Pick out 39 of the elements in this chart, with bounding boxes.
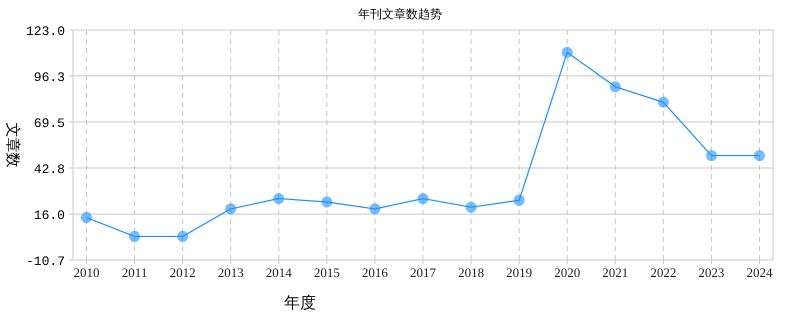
x-tick-label: 2014 <box>266 265 292 280</box>
x-tick-label: 2016 <box>362 265 388 280</box>
x-tick-label: 2011 <box>122 265 148 280</box>
y-tick-label: 123.0 <box>26 24 65 39</box>
point <box>129 230 140 242</box>
point <box>466 202 477 213</box>
point <box>562 46 573 58</box>
x-tick-label: 2019 <box>506 265 532 280</box>
x-tick-label: 2023 <box>698 265 724 280</box>
x-tick-label: 2024 <box>746 265 773 280</box>
point <box>321 196 332 208</box>
x-tick-label: 2021 <box>602 265 628 280</box>
point <box>81 212 92 224</box>
point <box>177 230 188 242</box>
y-tick-label: 16.0 <box>34 208 65 224</box>
point <box>273 193 284 204</box>
point <box>514 194 525 206</box>
point <box>754 150 765 162</box>
point <box>706 150 717 162</box>
chart-title: 年刊文章数趋势 <box>358 7 442 21</box>
x-tick-label: 2018 <box>458 265 484 280</box>
y-tick-label: 69.5 <box>34 116 65 132</box>
x-tick-label: 2022 <box>650 265 676 280</box>
point <box>658 96 669 108</box>
x-tick-label: 2013 <box>218 265 244 280</box>
y-tick-label: 96.3 <box>34 70 65 85</box>
point <box>418 193 428 204</box>
point <box>369 203 380 214</box>
x-tick-label: 2020 <box>554 265 580 280</box>
y-tick-label: 42.8 <box>34 162 65 177</box>
x-tick-label: 2015 <box>314 265 340 280</box>
x-tick-label: 2010 <box>74 265 100 280</box>
x-axis-title: 年度 <box>284 293 316 312</box>
y-axis-title: 文章数 <box>4 122 22 168</box>
y-tick-label: -10.7 <box>26 254 65 269</box>
x-tick-label: 2017 <box>410 265 436 280</box>
point <box>610 81 621 92</box>
point <box>225 203 236 214</box>
x-tick-label: 2012 <box>170 265 196 280</box>
